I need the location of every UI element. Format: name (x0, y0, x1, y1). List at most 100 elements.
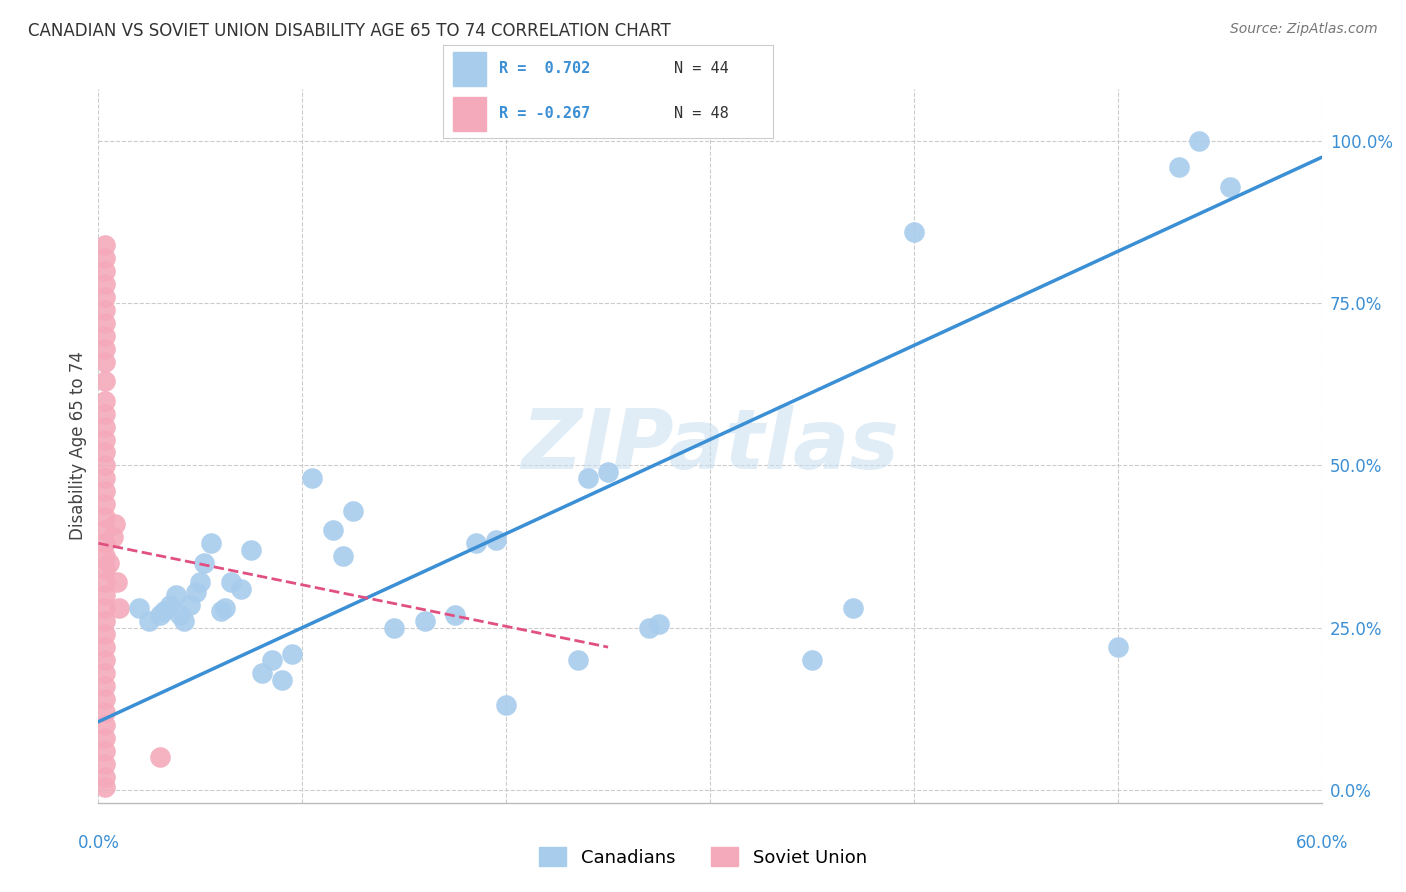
Point (93, 718, 115, 732)
Point (193, 556, 215, 570)
Point (93, 277, 115, 291)
Point (93, 575, 115, 590)
Point (200, 536, 222, 550)
Point (332, 549, 354, 564)
Point (903, 225, 925, 239)
Point (101, 530, 124, 544)
Point (638, 621, 661, 635)
Text: R = -0.267: R = -0.267 (499, 106, 591, 121)
Point (240, 542, 263, 557)
Point (179, 598, 201, 612)
Point (322, 524, 344, 538)
Point (93, 419, 115, 434)
Point (93, 627, 115, 641)
Point (105, 575, 128, 590)
Point (93, 354, 115, 368)
Point (301, 471, 323, 485)
Point (801, 653, 824, 667)
Point (93, 393, 115, 408)
Bar (453, 97, 486, 131)
Text: N = 48: N = 48 (675, 106, 728, 121)
Y-axis label: Disability Age 65 to 74: Disability Age 65 to 74 (69, 351, 87, 541)
Point (93, 264, 115, 278)
Point (93, 614, 115, 628)
Point (186, 585, 208, 599)
Text: 60.0%: 60.0% (1295, 834, 1348, 852)
Text: R =  0.702: R = 0.702 (499, 62, 591, 77)
Point (108, 601, 131, 615)
Point (93, 497, 115, 511)
Point (93, 756, 115, 771)
Text: Source: ZipAtlas.com: Source: ZipAtlas.com (1230, 22, 1378, 37)
Point (485, 533, 508, 547)
Point (270, 673, 294, 687)
Text: ZIPatlas: ZIPatlas (522, 406, 898, 486)
Point (219, 575, 242, 590)
Point (93, 653, 115, 667)
Point (567, 653, 589, 667)
Point (93, 510, 115, 524)
Point (93, 692, 115, 706)
Point (260, 653, 283, 667)
Text: CANADIAN VS SOVIET UNION DISABILITY AGE 65 TO 74 CORRELATION CHART: CANADIAN VS SOVIET UNION DISABILITY AGE … (28, 22, 671, 40)
Point (169, 607, 191, 622)
Point (93, 471, 115, 485)
Point (93, 731, 115, 745)
Point (93, 562, 115, 576)
Point (188, 575, 212, 590)
Point (93, 458, 115, 473)
Bar (453, 52, 486, 86)
Point (281, 647, 304, 661)
Point (149, 607, 172, 622)
Point (1219, 179, 1241, 194)
Point (93, 780, 115, 794)
Point (231, 582, 253, 596)
Point (93, 484, 115, 499)
Point (576, 471, 599, 485)
Point (159, 598, 181, 612)
Point (93, 407, 115, 421)
Point (444, 607, 467, 622)
Point (93, 588, 115, 602)
Point (648, 617, 671, 632)
Point (382, 621, 405, 635)
Point (93, 328, 115, 343)
Legend: Canadians, Soviet Union: Canadians, Soviet Union (531, 840, 875, 874)
Point (1167, 160, 1189, 174)
Point (93, 549, 115, 564)
Point (93, 666, 115, 681)
Point (93, 238, 115, 252)
Point (93, 374, 115, 388)
Point (104, 516, 127, 531)
Point (464, 536, 486, 550)
Point (93, 536, 115, 550)
Point (250, 666, 273, 681)
Point (1188, 134, 1211, 148)
Point (93, 290, 115, 304)
Point (413, 614, 436, 628)
Point (93, 640, 115, 654)
Point (152, 604, 174, 618)
Point (93, 302, 115, 317)
Point (93, 744, 115, 758)
Point (93, 524, 115, 538)
Point (93, 316, 115, 330)
Point (128, 601, 150, 615)
Point (93, 445, 115, 459)
Point (93, 679, 115, 693)
Point (93, 251, 115, 265)
Point (173, 614, 195, 628)
Point (93, 433, 115, 447)
Point (149, 750, 172, 764)
Point (93, 770, 115, 784)
Point (97, 556, 120, 570)
Text: N = 44: N = 44 (675, 62, 728, 77)
Point (165, 588, 187, 602)
Point (841, 601, 863, 615)
Point (342, 504, 364, 518)
Point (214, 601, 236, 615)
Point (495, 698, 517, 713)
Text: 0.0%: 0.0% (77, 834, 120, 852)
Point (1107, 640, 1129, 654)
Point (93, 342, 115, 356)
